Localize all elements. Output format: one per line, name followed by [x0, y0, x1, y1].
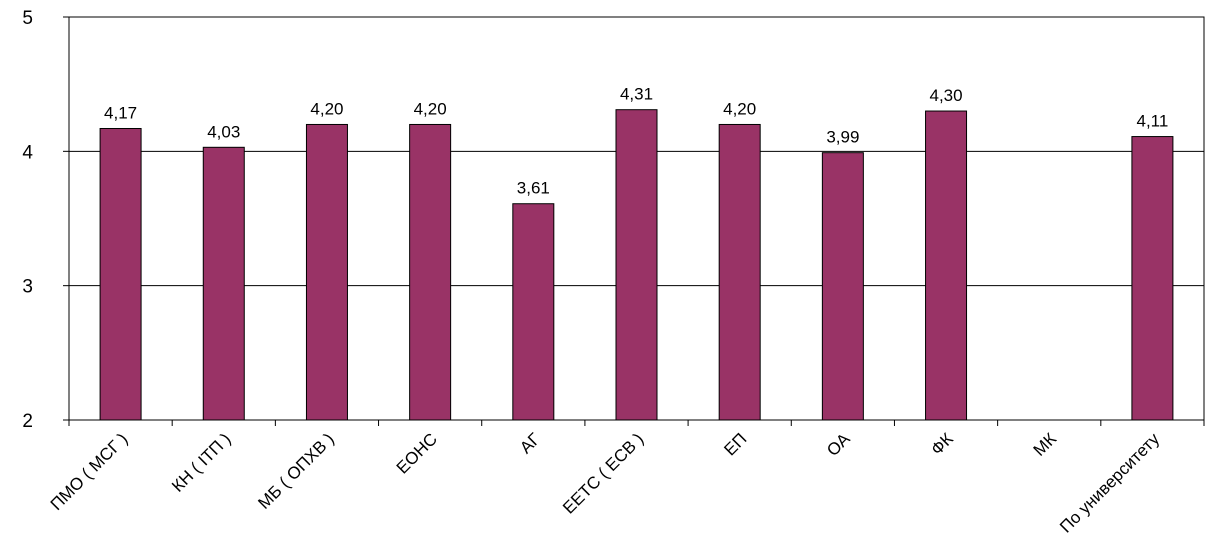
data-label: 4,17 [104, 103, 137, 122]
x-tick-label: АГ [516, 429, 544, 457]
bars [99, 109, 1174, 421]
data-label: 4,20 [310, 99, 343, 118]
x-axis-labels: ПМО ( МСГ ) КН ( ІТП ) МБ ( ОПХВ ) ЕОНС АГ ЕЕ… [47, 429, 1164, 537]
bar [409, 123, 452, 421]
bar [1131, 136, 1174, 421]
data-label: 4,20 [723, 99, 756, 118]
y-tick-label: 5 [22, 8, 33, 29]
x-tick-label: ФК [927, 429, 957, 459]
data-label: 4,11 [1136, 112, 1168, 131]
y-tick-label: 3 [22, 277, 33, 298]
data-label: 3,99 [826, 128, 859, 147]
bar [202, 146, 245, 421]
bar [305, 123, 348, 421]
bar [925, 110, 968, 421]
bar [718, 123, 761, 421]
x-tick-label: ЕЕТС ( ЕСВ ) [559, 429, 647, 517]
x-tick-label: ОА [823, 429, 854, 460]
data-label: 4,30 [929, 86, 962, 105]
y-axis-ticks: 2 3 4 5 [22, 8, 69, 432]
data-label: 3,61 [517, 179, 550, 198]
x-tick-label: МК [1030, 429, 1061, 460]
data-label: 4,03 [207, 122, 240, 141]
bar [821, 152, 864, 421]
x-tick-label: ПМО ( МСГ ) [47, 429, 132, 514]
y-tick-label: 4 [22, 142, 33, 163]
x-tick-label: ЕОНС [393, 429, 441, 477]
data-label: 4,20 [414, 99, 447, 118]
bar [615, 109, 658, 421]
x-tick-label: КН ( ІТП ) [168, 429, 234, 495]
y-tick-label: 2 [22, 411, 33, 432]
data-label: 4,31 [620, 85, 653, 104]
data-labels: 4,17 4,03 4,20 4,20 3,61 4,31 4,20 3,99 4,30 4,11 [104, 85, 1168, 198]
x-tick-label: МБ ( ОПХВ ) [254, 429, 337, 512]
x-tick-label: ЕП [720, 429, 750, 459]
bar [99, 127, 142, 421]
x-axis-ticks [68, 420, 1205, 426]
bar [512, 203, 555, 421]
x-tick-label: По университету [1056, 429, 1163, 536]
